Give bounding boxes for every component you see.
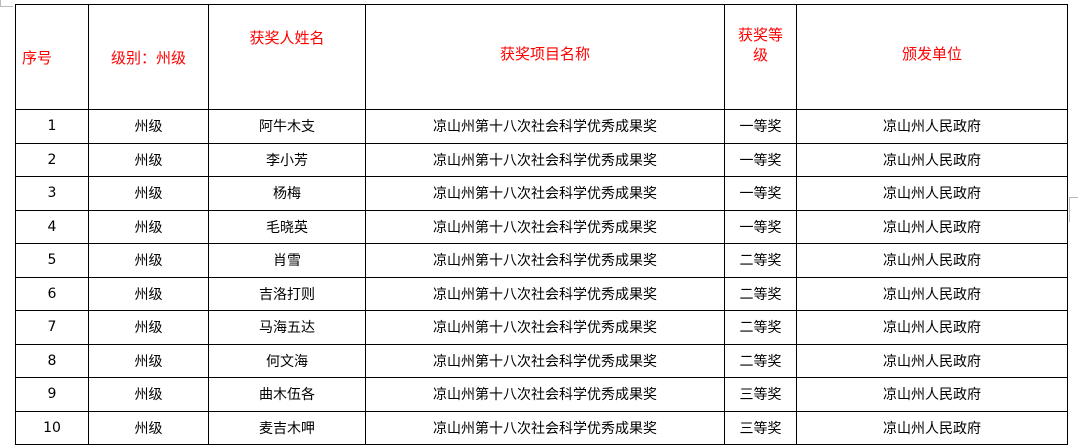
award-grade: 一等奖 bbox=[724, 176, 797, 211]
award-level: 州级 bbox=[88, 142, 209, 177]
page-edge-marker bbox=[1069, 197, 1078, 222]
recipient-name: 毛晓英 bbox=[208, 209, 366, 244]
row-number: 1 bbox=[15, 109, 89, 144]
issuing-body: 凉山州人民政府 bbox=[796, 343, 1068, 378]
table-row: 5 州级 肖雪 凉山州第十八次社会科学优秀成果奖 二等奖 凉山州人民政府 bbox=[15, 243, 1068, 278]
project-name: 凉山州第十八次社会科学优秀成果奖 bbox=[365, 310, 725, 345]
table-row: 8 州级 何文海 凉山州第十八次社会科学优秀成果奖 二等奖 凉山州人民政府 bbox=[15, 343, 1068, 378]
project-name: 凉山州第十八次社会科学优秀成果奖 bbox=[365, 142, 725, 177]
issuing-body: 凉山州人民政府 bbox=[796, 276, 1068, 311]
row-number: 2 bbox=[15, 142, 89, 177]
issuing-body: 凉山州人民政府 bbox=[796, 142, 1068, 177]
row-number: 9 bbox=[15, 377, 89, 412]
page-corner-marker bbox=[0, 0, 13, 7]
header-level: 级别：州级 bbox=[88, 4, 209, 110]
issuing-body: 凉山州人民政府 bbox=[796, 176, 1068, 211]
award-grade: 二等奖 bbox=[724, 310, 797, 345]
row-number: 8 bbox=[15, 343, 89, 378]
award-grade: 二等奖 bbox=[724, 276, 797, 311]
table-row: 3 州级 杨梅 凉山州第十八次社会科学优秀成果奖 一等奖 凉山州人民政府 bbox=[15, 176, 1068, 211]
recipient-name: 马海五达 bbox=[208, 310, 366, 345]
row-number: 5 bbox=[15, 243, 89, 278]
row-number: 6 bbox=[15, 276, 89, 311]
project-name: 凉山州第十八次社会科学优秀成果奖 bbox=[365, 209, 725, 244]
issuing-body: 凉山州人民政府 bbox=[796, 109, 1068, 144]
award-level: 州级 bbox=[88, 310, 209, 345]
issuing-body: 凉山州人民政府 bbox=[796, 243, 1068, 278]
table-row: 9 州级 曲木伍各 凉山州第十八次社会科学优秀成果奖 三等奖 凉山州人民政府 bbox=[15, 377, 1068, 412]
header-name: 获奖人姓名 bbox=[208, 4, 366, 110]
project-name: 凉山州第十八次社会科学优秀成果奖 bbox=[365, 410, 725, 445]
award-grade: 三等奖 bbox=[724, 410, 797, 445]
award-level: 州级 bbox=[88, 109, 209, 144]
header-grade: 获奖等级 bbox=[724, 4, 797, 110]
issuing-body: 凉山州人民政府 bbox=[796, 410, 1068, 445]
table-row: 7 州级 马海五达 凉山州第十八次社会科学优秀成果奖 二等奖 凉山州人民政府 bbox=[15, 310, 1068, 345]
recipient-name: 吉洛打则 bbox=[208, 276, 366, 311]
row-number: 7 bbox=[15, 310, 89, 345]
award-level: 州级 bbox=[88, 209, 209, 244]
issuing-body: 凉山州人民政府 bbox=[796, 310, 1068, 345]
header-row: 序号 级别：州级 获奖人姓名 获奖项目名称 获奖等级 颁发单位 bbox=[15, 4, 1068, 110]
award-level: 州级 bbox=[88, 343, 209, 378]
header-project: 获奖项目名称 bbox=[365, 4, 725, 110]
recipient-name: 李小芳 bbox=[208, 142, 366, 177]
project-name: 凉山州第十八次社会科学优秀成果奖 bbox=[365, 276, 725, 311]
project-name: 凉山州第十八次社会科学优秀成果奖 bbox=[365, 176, 725, 211]
recipient-name: 何文海 bbox=[208, 343, 366, 378]
table-row: 6 州级 吉洛打则 凉山州第十八次社会科学优秀成果奖 二等奖 凉山州人民政府 bbox=[15, 276, 1068, 311]
issuing-body: 凉山州人民政府 bbox=[796, 377, 1068, 412]
table-row: 1 州级 阿牛木支 凉山州第十八次社会科学优秀成果奖 一等奖 凉山州人民政府 bbox=[15, 109, 1068, 144]
table-row: 2 州级 李小芳 凉山州第十八次社会科学优秀成果奖 一等奖 凉山州人民政府 bbox=[15, 142, 1068, 177]
header-no: 序号 bbox=[15, 4, 89, 110]
award-grade: 二等奖 bbox=[724, 343, 797, 378]
award-level: 州级 bbox=[88, 176, 209, 211]
award-grade: 三等奖 bbox=[724, 377, 797, 412]
award-grade: 二等奖 bbox=[724, 243, 797, 278]
project-name: 凉山州第十八次社会科学优秀成果奖 bbox=[365, 109, 725, 144]
recipient-name: 阿牛木支 bbox=[208, 109, 366, 144]
recipient-name: 肖雪 bbox=[208, 243, 366, 278]
project-name: 凉山州第十八次社会科学优秀成果奖 bbox=[365, 343, 725, 378]
award-level: 州级 bbox=[88, 243, 209, 278]
table-row: 10 州级 麦吉木呷 凉山州第十八次社会科学优秀成果奖 三等奖 凉山州人民政府 bbox=[15, 410, 1068, 445]
table-row: 4 州级 毛晓英 凉山州第十八次社会科学优秀成果奖 一等奖 凉山州人民政府 bbox=[15, 209, 1068, 244]
awards-table: 序号 级别：州级 获奖人姓名 获奖项目名称 获奖等级 颁发单位 1 州级 阿牛木支凉… bbox=[15, 4, 1068, 445]
award-grade: 一等奖 bbox=[724, 209, 797, 244]
project-name: 凉山州第十八次社会科学优秀成果奖 bbox=[365, 243, 725, 278]
recipient-name: 麦吉木呷 bbox=[208, 410, 366, 445]
row-number: 10 bbox=[15, 410, 89, 445]
issuing-body: 凉山州人民政府 bbox=[796, 209, 1068, 244]
recipient-name: 杨梅 bbox=[208, 176, 366, 211]
award-grade: 一等奖 bbox=[724, 142, 797, 177]
award-level: 州级 bbox=[88, 276, 209, 311]
header-issuer: 颁发单位 bbox=[796, 4, 1068, 110]
project-name: 凉山州第十八次社会科学优秀成果奖 bbox=[365, 377, 725, 412]
award-level: 州级 bbox=[88, 410, 209, 445]
recipient-name: 曲木伍各 bbox=[208, 377, 366, 412]
award-level: 州级 bbox=[88, 377, 209, 412]
row-number: 3 bbox=[15, 176, 89, 211]
award-grade: 一等奖 bbox=[724, 109, 797, 144]
row-number: 4 bbox=[15, 209, 89, 244]
